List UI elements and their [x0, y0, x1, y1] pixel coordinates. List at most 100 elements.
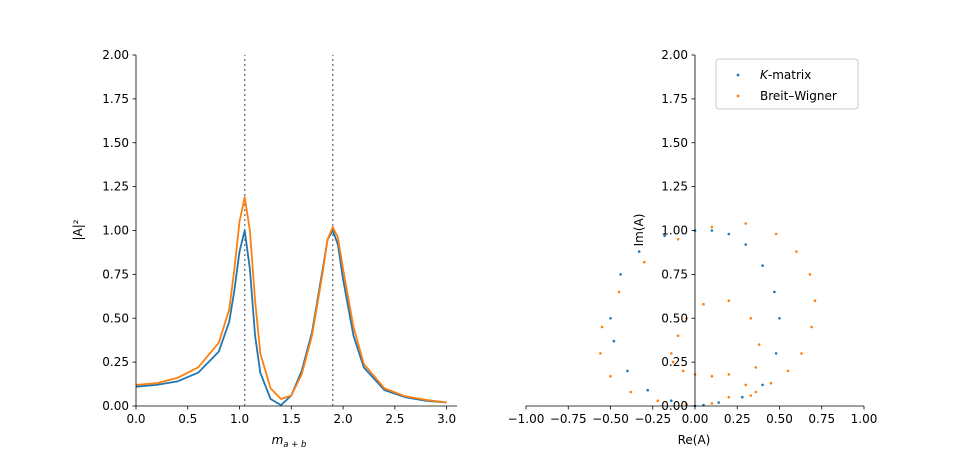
left-x-tick-label: 0.5 [178, 412, 197, 426]
point-breit_wigner [754, 366, 758, 369]
left-x-axis-label-main: m [272, 433, 284, 447]
point-breit_wigner [800, 352, 803, 355]
point-breit_wigner [795, 250, 798, 253]
legend-label-kmatrix-rest: -matrix [768, 68, 811, 82]
left-x-tick-label: 1.0 [230, 412, 249, 426]
right-x-tick-label: −0.25 [634, 412, 671, 426]
point-kmatrix [612, 339, 616, 343]
left-x-axis-label: ma + b [272, 433, 307, 450]
left-y-tick-label: 1.25 [102, 180, 129, 194]
right-x-tick-label: 0.50 [766, 412, 793, 426]
right-x-tick-label: 0.00 [682, 412, 709, 426]
point-kmatrix [663, 234, 666, 238]
point-breit_wigner [757, 343, 761, 346]
point-breit_wigner [710, 402, 714, 405]
point-kmatrix [619, 273, 622, 276]
point-breit_wigner [727, 373, 731, 376]
point-breit_wigner [617, 290, 621, 294]
left-x-tick-label: 1.5 [282, 412, 301, 426]
left-y-tick-label: 1.50 [102, 136, 129, 150]
point-kmatrix [774, 352, 778, 355]
left-y-tick-label: 1.00 [102, 224, 129, 238]
point-kmatrix [609, 317, 612, 320]
point-kmatrix [744, 243, 747, 246]
point-breit_wigner [702, 302, 705, 306]
point-kmatrix [637, 250, 641, 253]
left-y-tick-label: 2.00 [102, 48, 129, 62]
point-breit_wigner [609, 374, 612, 378]
right-y-tick-label: 0.25 [661, 355, 688, 369]
legend-frame [715, 58, 859, 110]
point-breit_wigner [629, 390, 633, 394]
left-axes: 0.0 0.5 1.0 1.5 2.0 2.5 3.0 0.00 0.25 0.50 0.75 1.0… [102, 48, 457, 426]
point-breit_wigner [754, 390, 758, 394]
right-y-tick-label: 1.75 [661, 92, 688, 106]
point-kmatrix [646, 388, 649, 392]
left-curves [135, 196, 447, 407]
right-y-tick-label: 2.00 [661, 48, 688, 62]
point-breit_wigner [744, 222, 747, 225]
right-x-tick-label: −0.75 [550, 412, 587, 426]
left-x-axis-label-sub: a + b [283, 440, 306, 450]
right-axes: −1.00 −0.75 −0.50 −0.25 0.00 0.25 0.50 0.75 1.00… [508, 48, 878, 426]
left-x-tick-label: 3.0 [437, 412, 456, 426]
right-y-tick-label: 1.25 [661, 180, 688, 194]
point-breit_wigner [749, 317, 753, 320]
point-kmatrix [727, 232, 731, 236]
right-x-axis-label: Re(A) [678, 433, 711, 447]
right-plot: −1.00 −0.75 −0.50 −0.25 0.00 0.25 0.50 0.75 1.00… [508, 48, 878, 447]
point-breit_wigner [786, 369, 790, 373]
right-y-tick-label: 0.75 [661, 267, 688, 281]
right-y-tick-label: 1.00 [661, 224, 688, 238]
right-x-tick-label: −0.50 [592, 412, 629, 426]
left-y-tick-label: 0.25 [102, 355, 129, 369]
point-breit_wigner [727, 395, 731, 399]
legend-label-kmatrix: K-matrix [760, 68, 811, 82]
right-y-tick-label: 0.50 [661, 311, 688, 325]
point-breit_wigner [769, 381, 773, 385]
legend-marker-breit-wigner [736, 94, 740, 98]
point-breit_wigner [810, 325, 813, 329]
point-breit_wigner [681, 369, 685, 373]
left-y-axis-label: |A|² [71, 219, 85, 240]
left-x-tick-label: 2.5 [385, 412, 404, 426]
point-breit_wigner [656, 399, 660, 403]
point-breit_wigner [643, 260, 646, 264]
point-breit_wigner [676, 334, 680, 338]
point-breit_wigner [749, 394, 753, 397]
right-x-tick-label: −1.00 [508, 412, 545, 426]
left-y-tick-label: 0.50 [102, 311, 129, 325]
point-breit_wigner [685, 402, 688, 406]
left-x-tick-label: 0.0 [126, 412, 145, 426]
point-kmatrix [670, 399, 673, 403]
right-x-tick-label: 0.75 [808, 412, 835, 426]
left-x-tick-label: 2.0 [334, 412, 353, 426]
right-x-tick-label: 0.25 [724, 412, 751, 426]
right-y-tick-label: 0.00 [661, 399, 688, 413]
point-kmatrix [773, 290, 776, 294]
point-kmatrix [741, 395, 744, 399]
right-x-tick-label: 1.00 [851, 412, 878, 426]
left-y-tick-label: 1.75 [102, 92, 129, 106]
point-breit_wigner [671, 360, 675, 364]
point-kmatrix [761, 264, 764, 267]
point-breit_wigner [599, 352, 602, 355]
point-kmatrix [717, 401, 720, 404]
line-breit_wigner [135, 196, 447, 404]
point-breit_wigner [710, 225, 714, 229]
line-kmatrix [135, 229, 447, 407]
point-breit_wigner [813, 299, 817, 303]
point-kmatrix [626, 369, 629, 373]
point-kmatrix [778, 317, 781, 320]
right-y-tick-label: 1.50 [661, 136, 688, 150]
right-y-axis-label: Im(A) [632, 214, 646, 247]
legend-label-breit-wigner: Breit–Wigner [760, 89, 837, 103]
point-breit_wigner [774, 232, 778, 236]
legend-label-kmatrix-italic: K [760, 68, 769, 82]
left-y-tick-label: 0.00 [102, 399, 129, 413]
point-breit_wigner [600, 325, 604, 329]
point-breit_wigner [744, 383, 747, 387]
right-scatter-points [599, 222, 817, 408]
legend-marker-kmatrix [736, 73, 740, 77]
